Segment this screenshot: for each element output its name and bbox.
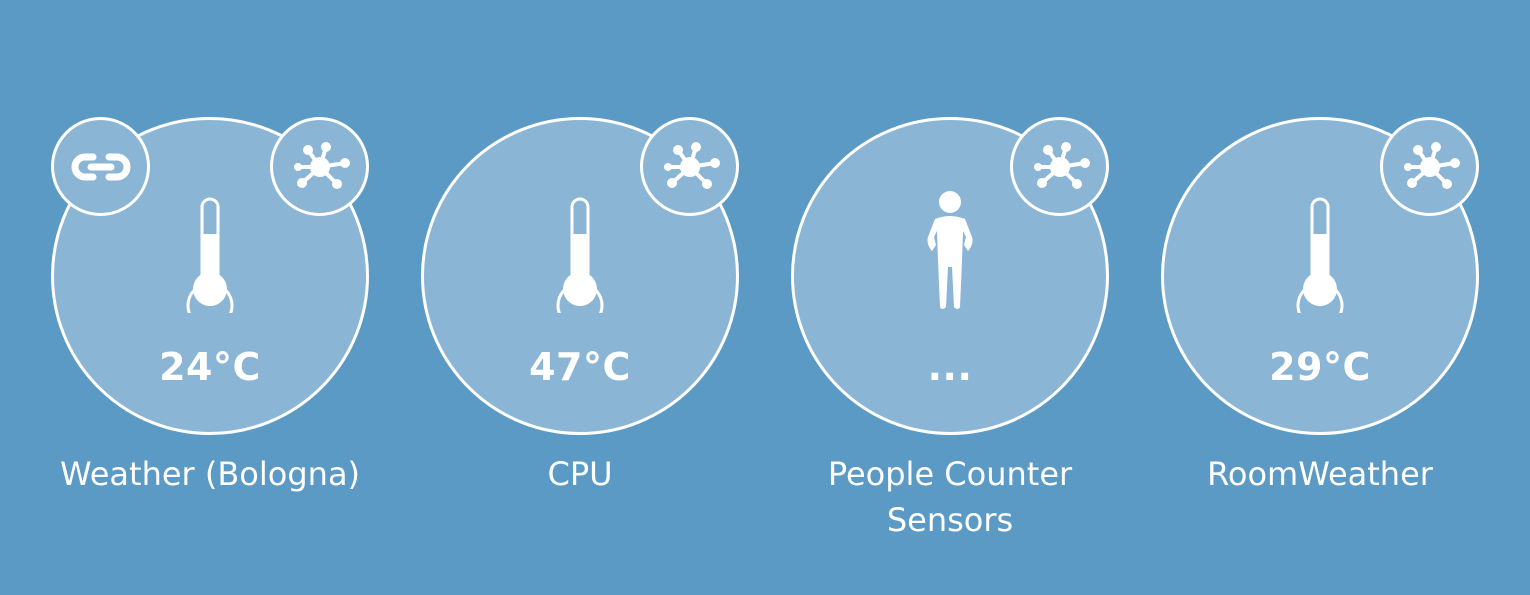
- widget-label: RoomWeather: [1207, 455, 1433, 493]
- network-hub-badge[interactable]: [270, 117, 369, 216]
- network-hub-icon: [1401, 139, 1462, 191]
- widget-label: People Counter Sensors: [751, 451, 1149, 543]
- widget-label-line: Sensors: [886, 501, 1014, 539]
- network-hub-icon: [1031, 139, 1092, 191]
- widget-cpu[interactable]: 47°C CPU: [421, 117, 739, 537]
- thermometer-icon: [1296, 197, 1344, 313]
- widget-roomweather[interactable]: 29°C RoomWeather: [1161, 117, 1479, 537]
- widget-label: CPU: [547, 455, 613, 493]
- network-hub-badge[interactable]: [1380, 117, 1479, 216]
- count-value: ...: [927, 345, 973, 389]
- network-hub-badge[interactable]: [640, 117, 739, 216]
- widget-people-counter-sensors[interactable]: ... People Counter Sensors: [791, 117, 1109, 539]
- widget-label-line: People Counter: [827, 455, 1073, 493]
- temperature-value: 47°C: [529, 345, 631, 389]
- person-icon: [927, 191, 973, 309]
- network-hub-icon: [661, 139, 722, 191]
- temperature-value: 29°C: [1269, 345, 1371, 389]
- network-hub-badge[interactable]: [1010, 117, 1109, 216]
- link-icon: [71, 153, 130, 180]
- temperature-value: 24°C: [159, 345, 261, 389]
- link-badge[interactable]: [51, 117, 150, 216]
- thermometer-icon: [556, 197, 604, 313]
- widget-label: Weather (Bologna): [59, 455, 361, 493]
- widget-weather-bologna[interactable]: 24°C Weather (Bologna): [51, 117, 369, 537]
- thermometer-icon: [186, 197, 234, 313]
- network-hub-icon: [291, 139, 352, 191]
